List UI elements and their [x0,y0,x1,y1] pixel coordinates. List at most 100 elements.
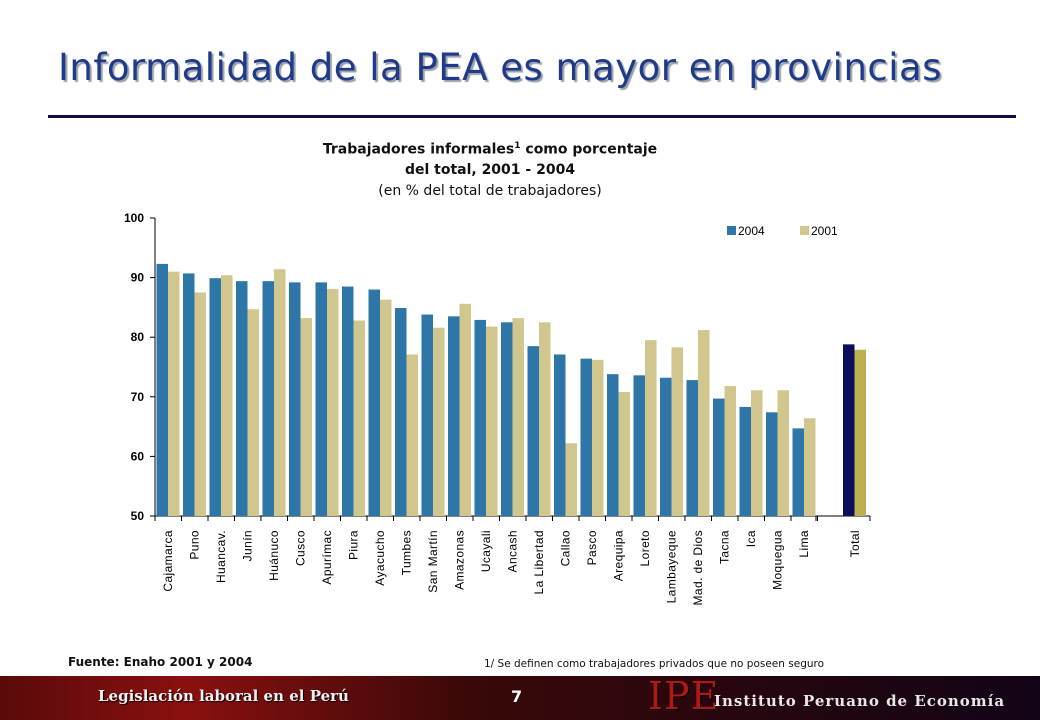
source-note: Fuente: Enaho 2001 y 2004 [68,655,253,669]
category-label: Apurímac [320,530,334,585]
category-label: Huánuco [267,530,281,581]
bar-2004-Ucayali [474,319,486,516]
bar-2004-Arequipa [607,374,619,516]
bar-2004-Lima [792,428,804,516]
category-label: Puno [188,530,202,560]
bar-2001-La Libertad [539,322,551,516]
category-label: Huancav. [214,530,228,583]
legend-swatch-2004 [727,226,736,235]
y-tick-label: 100 [124,211,144,225]
bar-2004-Junín [236,281,248,516]
category-label: Cajamarca [161,530,175,592]
footer-title: Legislación laboral en el Perú [98,687,349,705]
bar-2001-Amazonas [459,303,471,516]
bar-2001-Cusco [300,318,312,516]
bar-2001-Puno [194,292,206,516]
category-label: La Libertad [532,530,546,594]
footnote: 1/ Se definen como trabajadores privados… [484,658,825,670]
institute-name: Instituto Peruano de Economía [714,692,1006,710]
category-label: Ancash [506,530,520,572]
bar-2001-Moquegua [777,390,789,516]
bar-2004-Huancav. [209,278,221,516]
ipe-logo: IPE [648,674,720,718]
bar-2004-Total [843,344,855,516]
bar-2001-Ucayali [486,326,498,516]
bar-2001-Apurímac [327,288,339,516]
category-label: Piura [347,530,361,560]
chart-title-line1: Trabajadores informales1 como porcentaje [0,141,980,158]
bar-2004-Ayacucho [368,289,380,516]
bar-2004-Apurímac [315,282,327,516]
bar-2001-Lima [804,418,816,516]
category-label: Junín [241,530,255,561]
bar-2001-Loreto [645,340,657,516]
bar-2001-San Martín [433,327,445,516]
slide-title: Informalidad de la PEA es mayor en provi… [58,46,942,89]
category-label: Tacna [718,530,732,564]
category-label: Ayacucho [373,530,387,586]
category-label: Lambayeque [665,530,679,603]
category-label: Total [848,530,862,557]
y-tick-label: 60 [131,449,145,463]
chart-title-text: Trabajadores informales [322,141,515,158]
bar-2001-Ancash [512,318,524,516]
category-label: Ica [744,530,758,547]
legend-swatch-2001 [800,226,809,235]
bar-2004-Ancash [501,322,513,516]
bar-chart: 50 60 70 80 90 100 Cajamarca Puno Huancav. Junín H… [124,211,871,606]
bar-2004-Callao [554,354,566,516]
bar-2004-La Libertad [527,346,539,516]
bar-2001-Cajamarca [168,271,180,516]
bar-2001-Tumbes [406,354,418,516]
bar-2004-Piura [342,286,354,516]
chart-subtitle: (en % del total de trabajadores) [378,183,602,199]
y-tick-label: 70 [131,390,145,404]
bar-2001-Pasco [592,359,604,516]
chart-title-text-end: como porcentaje [520,141,658,158]
y-tick-label: 80 [131,330,145,344]
category-label: Arequipa [612,530,626,581]
bar-2001-Junín [247,309,259,516]
category-label: Moquegua [771,530,785,590]
bar-2004-Loreto [633,375,645,516]
bar-2001-Tacna [724,386,736,516]
legend-label-2001: 2001 [811,224,838,238]
bar-2001-Arequipa [618,392,630,516]
bar-2004-Ica [739,406,751,516]
category-label: Cusco [294,530,308,566]
bar-2004-Puno [183,273,195,516]
bar-2004-San Martín [421,314,433,516]
bar-2001-Total [854,349,866,516]
y-tick-label: 90 [131,271,145,285]
bar-2004-Pasco [580,358,592,516]
footer-bar: Legislación laboral en el Perú 7 IPE Ins… [0,674,1040,720]
bar-2004-Lambayeque [660,377,672,516]
bar-2004-Mad. de Dios [686,380,698,516]
category-label: Loreto [638,530,652,566]
bar-2004-Moquegua [766,412,778,516]
chart-title-footnote-mark: 1 [514,141,521,151]
chart-title-line2: del total, 2001 - 2004 [404,162,576,178]
bar-2004-Cajamarca [156,263,168,516]
bar-2001-Ica [751,390,763,516]
bar-2001-Mad. de Dios [698,330,710,516]
category-label: Callao [559,530,573,566]
category-label: Pasco [585,530,599,565]
page-number: 7 [511,687,523,706]
legend-label-2004: 2004 [738,224,765,238]
y-tick-label: 50 [131,509,145,523]
bar-2001-Ayacucho [380,299,392,516]
category-label: San Martín [426,530,440,593]
bar-2004-Huánuco [262,281,274,516]
bar-2001-Lambayeque [671,347,683,516]
bar-2001-Callao [565,443,577,516]
bar-2004-Amazonas [448,316,460,516]
bar-2001-Huánuco [274,269,286,516]
bar-2004-Tumbes [395,307,407,516]
category-label: Mad. de Dios [691,530,705,606]
category-label: Tumbes [400,530,414,575]
category-label: Amazonas [453,530,467,590]
bar-2004-Cusco [289,282,301,516]
category-label: Ucayali [479,530,493,572]
title-divider [48,115,1016,118]
